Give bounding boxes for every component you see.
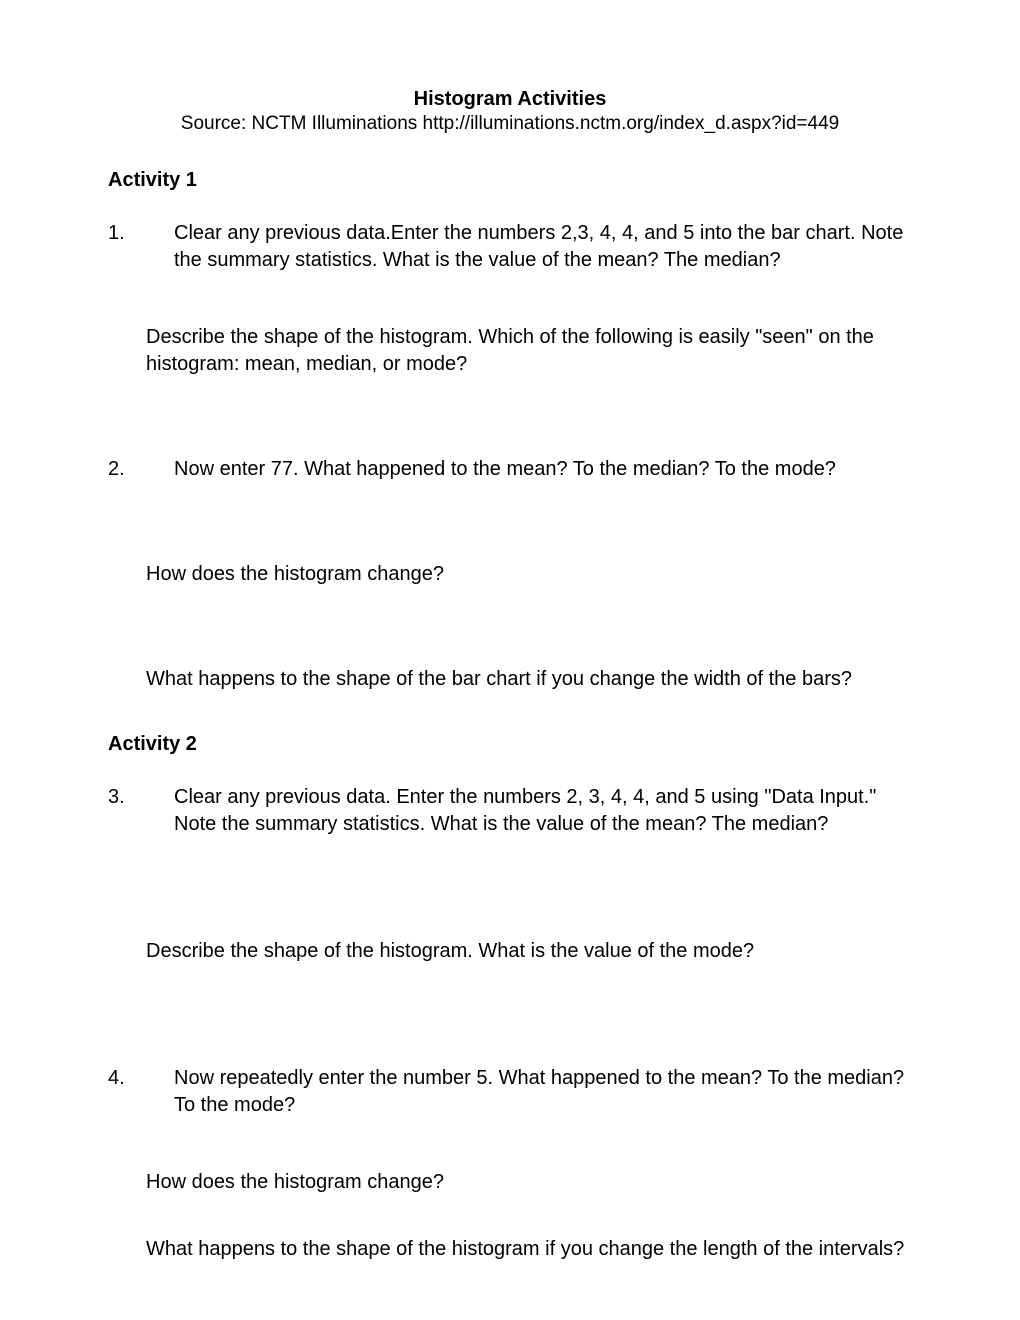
question-4-followup-2: What happens to the shape of the histogr… [146, 1236, 912, 1263]
question-number: 3. [108, 784, 174, 838]
question-number: 1. [108, 220, 174, 274]
question-2: 2. Now enter 77. What happened to the me… [108, 456, 912, 483]
question-4: 4. Now repeatedly enter the number 5. Wh… [108, 1065, 912, 1119]
document-title: Histogram Activities [108, 88, 912, 111]
question-3: 3. Clear any previous data. Enter the nu… [108, 784, 912, 838]
question-3-followup: Describe the shape of the histogram. Wha… [146, 938, 912, 965]
document-source: Source: NCTM Illuminations http://illumi… [108, 113, 912, 135]
question-2-followup-2: What happens to the shape of the bar cha… [146, 666, 912, 693]
question-2-followup-1: How does the histogram change? [146, 561, 912, 588]
question-number: 2. [108, 456, 174, 483]
question-text: Now enter 77. What happened to the mean?… [174, 456, 912, 483]
question-1-followup: Describe the shape of the histogram. Whi… [146, 324, 912, 378]
question-4-followup-1: How does the histogram change? [146, 1169, 912, 1196]
question-1: 1. Clear any previous data.Enter the num… [108, 220, 912, 274]
question-text: Clear any previous data.Enter the number… [174, 220, 912, 274]
question-number: 4. [108, 1065, 174, 1119]
question-text: Now repeatedly enter the number 5. What … [174, 1065, 912, 1119]
question-text: Clear any previous data. Enter the numbe… [174, 784, 912, 838]
activity-2-heading: Activity 2 [108, 733, 912, 756]
activity-1-heading: Activity 1 [108, 169, 912, 192]
